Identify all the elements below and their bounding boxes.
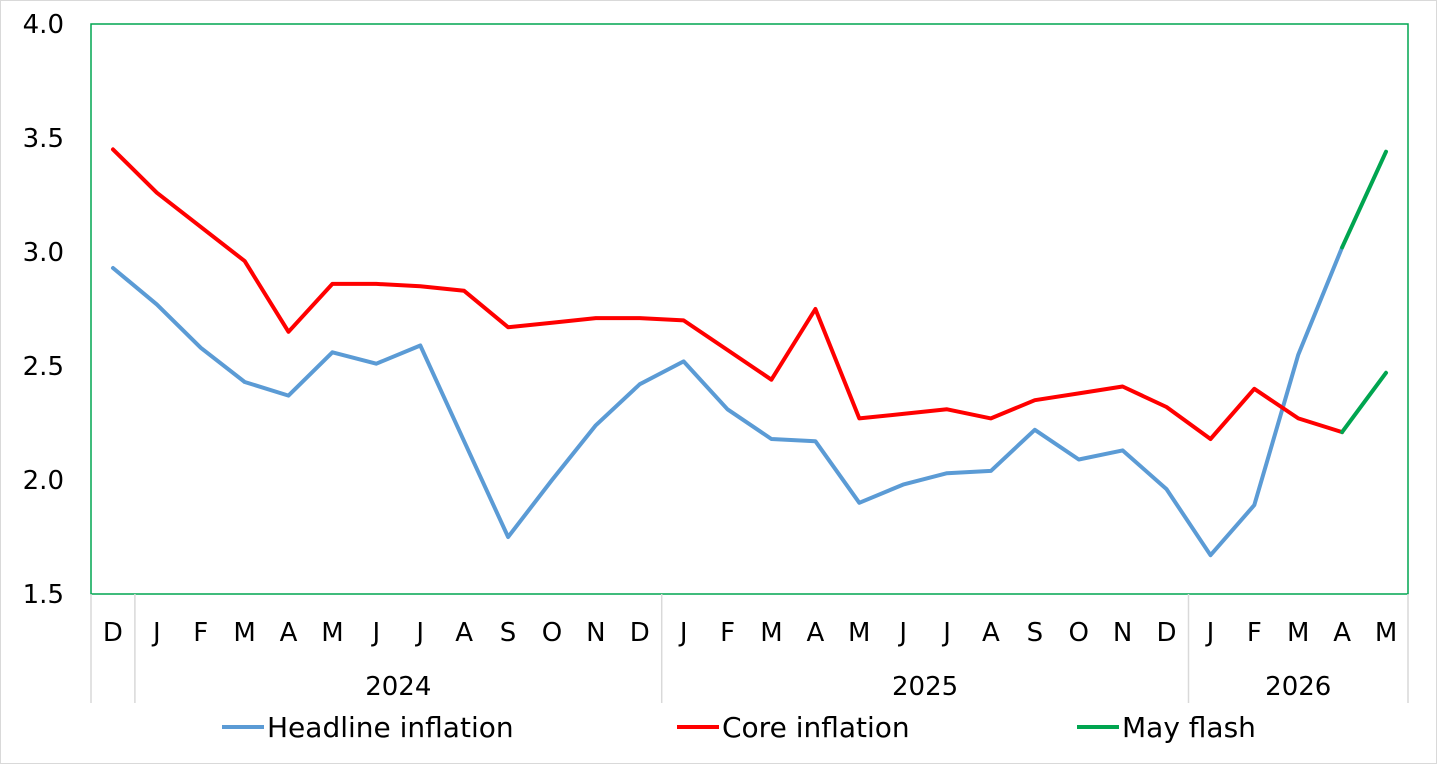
x-tick-label-4: A bbox=[280, 618, 298, 648]
x-tick-label-24: D bbox=[1157, 618, 1177, 648]
x-tick-label-10: O bbox=[542, 618, 562, 648]
plot-area bbox=[90, 23, 1409, 595]
x-tick-label-7: J bbox=[414, 618, 424, 648]
legend-label-2: May flash bbox=[1122, 711, 1256, 744]
legend-label-1: Core inflation bbox=[722, 711, 910, 744]
x-tick-label-16: A bbox=[806, 618, 824, 648]
x-tick-label-21: S bbox=[1027, 618, 1044, 648]
x-tick-label-9: S bbox=[500, 618, 517, 648]
x-tick-label-23: N bbox=[1113, 618, 1132, 648]
x-tick-label-25: J bbox=[1205, 618, 1215, 648]
series-line bbox=[111, 245, 1345, 558]
x-tick-label-0: D bbox=[103, 618, 123, 648]
series-core-inflation bbox=[111, 147, 1345, 441]
series-may-flash bbox=[1340, 149, 1388, 435]
x-tick-label-6: J bbox=[371, 618, 381, 648]
x-tick-label-14: F bbox=[720, 618, 735, 648]
x-tick-label-2: F bbox=[193, 618, 208, 648]
x-tick-label-26: F bbox=[1247, 618, 1262, 648]
axis-separators bbox=[90, 594, 1409, 703]
series-segment-1 bbox=[1340, 370, 1388, 435]
x-tick-label-18: J bbox=[897, 618, 907, 648]
x-tick-label-22: O bbox=[1069, 618, 1089, 648]
x-tick-label-8: A bbox=[455, 618, 473, 648]
legend-label-0: Headline inflation bbox=[267, 711, 514, 744]
y-tick-label-2: 2.5 bbox=[23, 352, 64, 382]
x-tick-label-5: M bbox=[321, 618, 343, 648]
x-tick-label-1: J bbox=[151, 618, 161, 648]
year-label-2024: 2024 bbox=[365, 672, 431, 702]
series-headline-inflation bbox=[111, 245, 1345, 558]
x-tick-label-19: J bbox=[941, 618, 951, 648]
year-label-2025: 2025 bbox=[892, 672, 958, 702]
x-tick-label-15: M bbox=[760, 618, 782, 648]
y-tick-label-0: 1.5 bbox=[23, 580, 64, 610]
y-tick-label-5: 4.0 bbox=[23, 10, 64, 40]
x-tick-label-20: A bbox=[982, 618, 1000, 648]
year-label-2026: 2026 bbox=[1265, 672, 1331, 702]
x-tick-label-27: M bbox=[1287, 618, 1309, 648]
x-tick-label-17: M bbox=[848, 618, 870, 648]
x-tick-label-13: J bbox=[678, 618, 688, 648]
series-segment-0 bbox=[1340, 149, 1388, 250]
y-tick-label-3: 3.0 bbox=[23, 238, 64, 268]
y-tick-label-4: 3.5 bbox=[23, 124, 64, 154]
x-tick-label-3: M bbox=[233, 618, 255, 648]
x-tick-label-12: D bbox=[630, 618, 650, 648]
series-line bbox=[111, 147, 1345, 441]
x-tick-label-28: A bbox=[1333, 618, 1351, 648]
x-tick-label-29: M bbox=[1375, 618, 1397, 648]
y-tick-label-1: 2.0 bbox=[23, 466, 64, 496]
x-tick-label-11: N bbox=[586, 618, 605, 648]
legend: Headline inflation Core inflation May flas… bbox=[222, 711, 1256, 744]
